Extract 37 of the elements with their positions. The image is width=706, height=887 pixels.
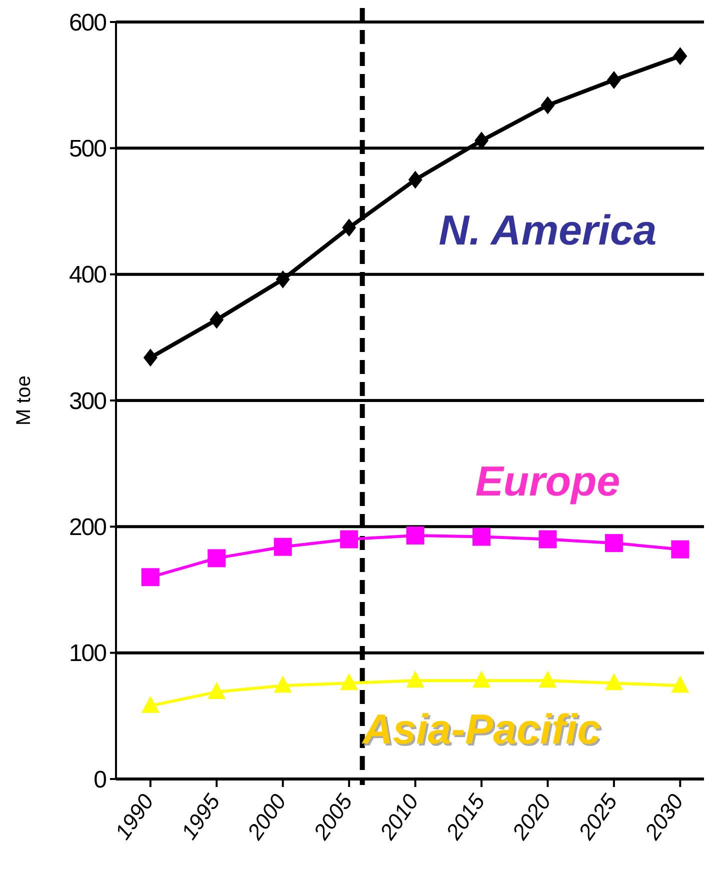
- point: [472, 670, 491, 688]
- point: [208, 682, 226, 699]
- point: [604, 534, 623, 552]
- y-tick-label: 200: [68, 514, 107, 542]
- point: [340, 673, 358, 690]
- series-label: Asia-Pacific: [361, 706, 601, 753]
- point: [604, 673, 623, 690]
- point: [540, 96, 555, 114]
- y-tick-label: 100: [68, 640, 107, 668]
- point: [406, 526, 424, 544]
- point: [141, 696, 160, 713]
- point: [342, 218, 356, 237]
- point: [408, 170, 422, 189]
- point: [606, 71, 621, 90]
- point: [274, 676, 292, 693]
- y-tick-label: 300: [68, 388, 107, 415]
- point: [143, 348, 158, 367]
- y-tick-label: 500: [68, 136, 107, 163]
- y-axis-title: M toe: [13, 375, 35, 426]
- point: [472, 528, 491, 546]
- series-label: Europe: [475, 457, 620, 504]
- point: [340, 530, 358, 548]
- point: [274, 538, 292, 556]
- series-label: N. America: [438, 206, 657, 254]
- point: [208, 549, 226, 568]
- point: [406, 670, 424, 688]
- y-tick-label: 0: [94, 766, 107, 794]
- point: [141, 568, 160, 586]
- point: [276, 270, 290, 288]
- point: [673, 47, 688, 66]
- point: [671, 676, 690, 693]
- point: [210, 310, 224, 329]
- point: [538, 670, 557, 688]
- y-tick-label: 400: [68, 262, 107, 289]
- y-tick-label: 600: [68, 9, 107, 36]
- point: [538, 530, 557, 548]
- point: [671, 540, 690, 558]
